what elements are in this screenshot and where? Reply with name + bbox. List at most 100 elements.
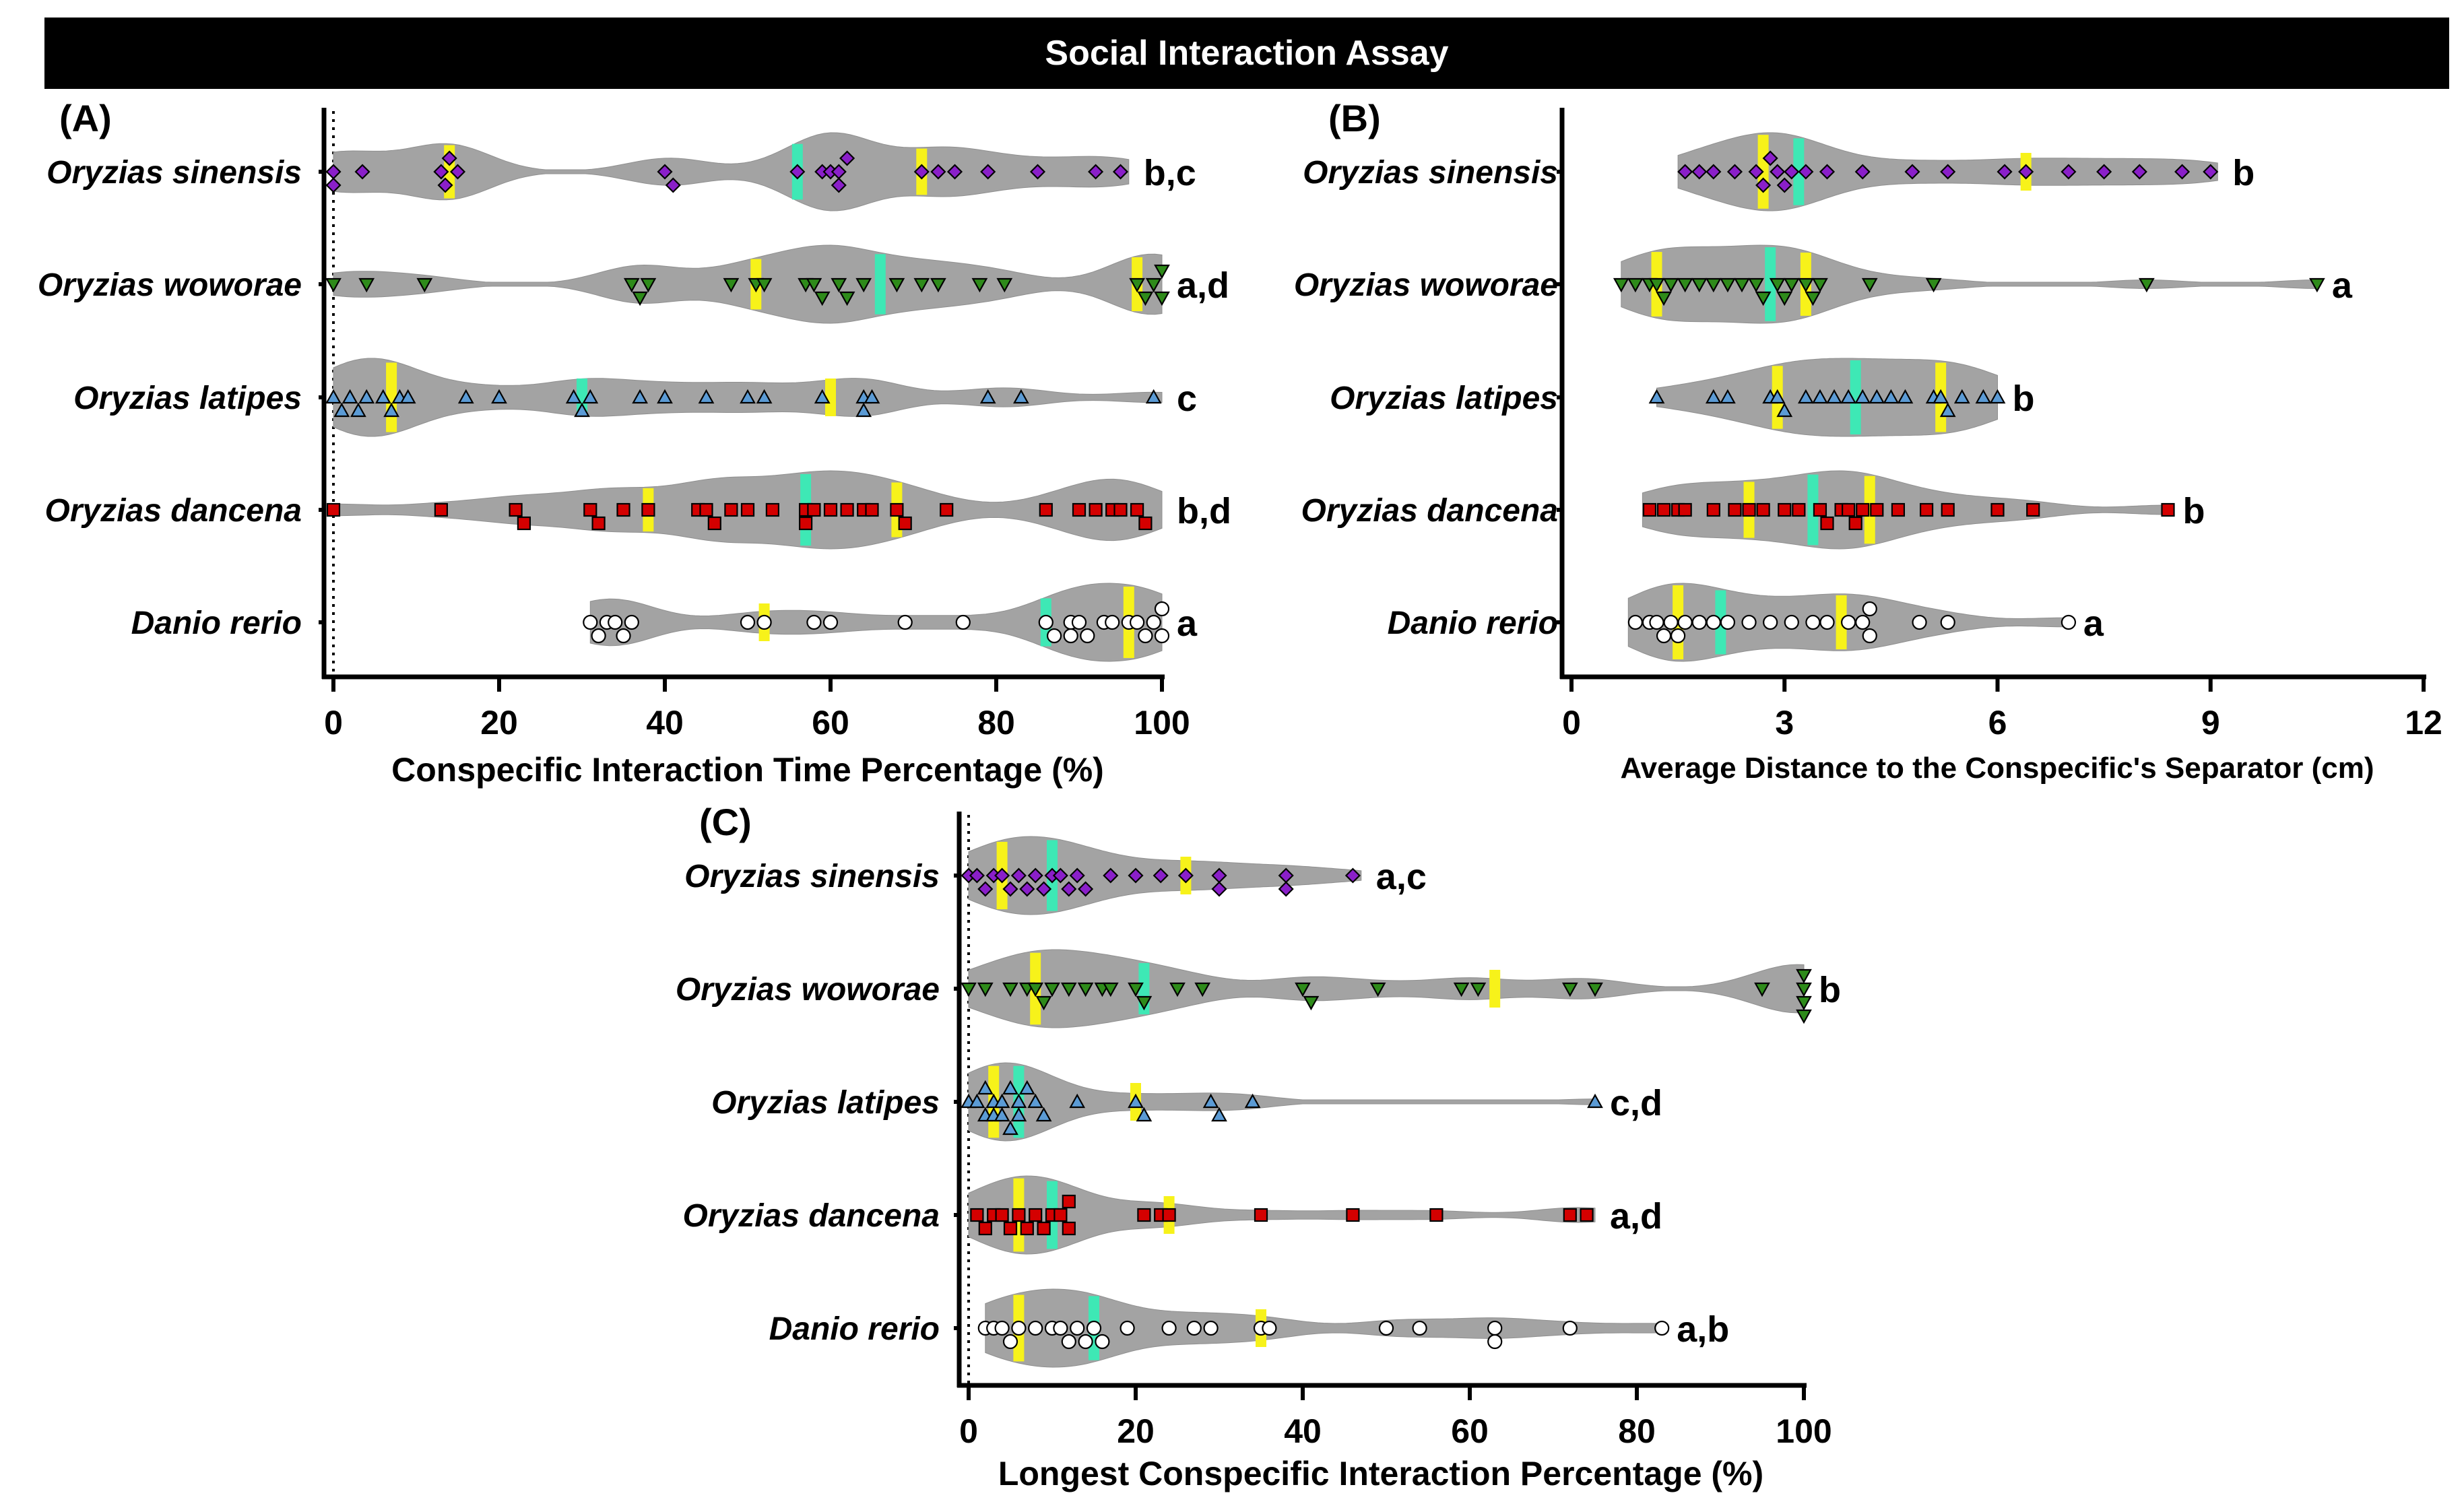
data-point — [1754, 982, 1770, 997]
data-point — [1002, 881, 1018, 897]
data-point — [1089, 502, 1103, 517]
data-point — [582, 389, 599, 404]
data-point — [1078, 881, 1094, 897]
x-tick-label: 40 — [1284, 1412, 1322, 1450]
data-point — [1691, 614, 1707, 630]
significance-label: b,c — [1144, 153, 1196, 193]
data-point — [354, 164, 370, 180]
data-point — [756, 277, 773, 293]
data-point — [1346, 1208, 1360, 1222]
data-point — [890, 502, 904, 517]
data-point — [1677, 614, 1693, 630]
species-label: Oryzias sinensis — [1303, 155, 1558, 191]
data-point — [1706, 614, 1721, 630]
data-point — [583, 614, 598, 630]
x-tick-label: 20 — [480, 704, 518, 742]
x-tick-label: 3 — [1775, 704, 1794, 742]
data-point — [1939, 402, 1956, 418]
significance-label: b — [2183, 491, 2205, 531]
median-line — [1850, 360, 1861, 435]
data-point — [1069, 1093, 1086, 1109]
median-line — [577, 379, 587, 416]
data-point — [1663, 614, 1679, 630]
violin-group — [977, 1288, 1670, 1368]
data-point — [698, 389, 715, 404]
data-point — [1002, 982, 1018, 997]
x-tick-label: 100 — [1776, 1412, 1831, 1450]
data-point — [1627, 277, 1644, 293]
data-point — [930, 277, 946, 293]
data-point — [1429, 1208, 1444, 1222]
x-tick-label: 100 — [1134, 704, 1190, 742]
data-point — [1003, 1221, 1018, 1236]
data-point — [1748, 164, 1764, 180]
median-line — [1765, 247, 1776, 321]
data-point — [441, 150, 457, 166]
data-point — [955, 614, 971, 630]
significance-label: b — [2232, 153, 2255, 193]
data-point — [1691, 277, 1708, 293]
data-point — [1854, 164, 1871, 180]
data-point — [994, 867, 1010, 884]
data-point — [1742, 502, 1756, 517]
data-point — [1706, 502, 1720, 517]
significance-label: b — [1819, 970, 1841, 1010]
violin-shape — [1642, 470, 2168, 550]
data-point — [913, 277, 930, 293]
data-point — [1129, 614, 1145, 630]
data-point — [1820, 516, 1834, 531]
data-point — [1776, 402, 1793, 418]
data-point — [740, 502, 755, 517]
data-point — [1202, 1093, 1219, 1109]
significance-label: a,d — [1177, 265, 1229, 306]
data-point — [434, 502, 449, 517]
data-point — [888, 277, 905, 293]
data-point — [1154, 291, 1170, 306]
data-point — [898, 516, 912, 531]
data-point — [840, 502, 854, 517]
species-label: Oryzias dancena — [682, 1198, 940, 1234]
data-point — [1060, 982, 1077, 997]
data-point — [641, 502, 655, 517]
data-point — [1203, 1320, 1219, 1336]
data-point — [1113, 502, 1128, 517]
data-point — [1720, 614, 1736, 630]
data-point — [1177, 867, 1194, 884]
data-point — [1656, 291, 1672, 306]
data-point — [1826, 389, 1842, 404]
data-point — [806, 614, 822, 630]
data-point — [865, 502, 879, 517]
data-point — [1763, 614, 1778, 630]
data-point — [1856, 502, 1870, 517]
data-point — [1072, 502, 1087, 517]
data-point — [457, 389, 474, 404]
significance-label: b — [2013, 379, 2035, 419]
quartile-line — [1489, 970, 1501, 1008]
data-point — [1975, 389, 1992, 404]
violin-group — [325, 132, 1130, 211]
data-point — [1162, 1208, 1176, 1222]
data-point — [1587, 1093, 1603, 1109]
violin-group — [1648, 358, 2006, 437]
data-point — [789, 164, 806, 180]
data-point — [699, 502, 713, 517]
data-point — [1088, 164, 1104, 180]
data-point — [1813, 502, 1827, 517]
significance-label: b,d — [1177, 491, 1231, 531]
data-point — [823, 502, 838, 517]
data-point — [383, 402, 399, 418]
x-tick-label: 0 — [1562, 704, 1581, 742]
significance-label: a,b — [1677, 1309, 1729, 1350]
data-point — [1105, 614, 1120, 630]
data-point — [1154, 264, 1170, 280]
data-point — [2026, 502, 2040, 517]
data-point — [1770, 164, 1786, 180]
data-point — [707, 516, 721, 531]
data-point — [930, 164, 946, 180]
data-point — [449, 164, 466, 180]
data-point — [1656, 502, 1671, 517]
violin-group — [961, 949, 1812, 1028]
data-point — [1186, 1320, 1202, 1336]
data-point — [806, 277, 822, 293]
data-point — [1561, 982, 1578, 997]
